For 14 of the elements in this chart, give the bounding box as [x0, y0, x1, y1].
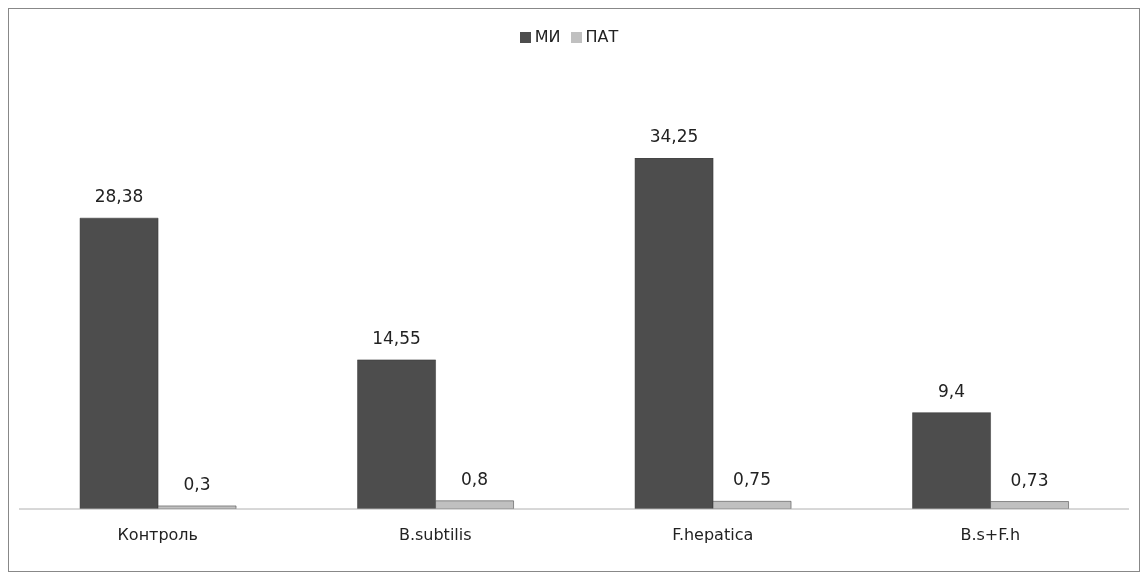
data-label: 9,4: [938, 380, 966, 401]
x-tick-label: Контроль: [117, 525, 199, 545]
data-label: 34,25: [649, 126, 699, 146]
data-label: 14,55: [372, 327, 421, 348]
data-label: 0,8: [461, 468, 489, 489]
legend-label: МИ: [534, 27, 561, 46]
x-tick-label: B.s+F.h: [960, 525, 1021, 545]
data-label: 0,73: [1010, 469, 1049, 490]
legend-label: ПАТ: [585, 27, 619, 46]
data-label: 0,75: [733, 469, 771, 490]
x-tick-label: B.subtilis: [398, 525, 472, 545]
x-tick-label: F.hepatica: [672, 525, 754, 545]
data-label: 28,38: [94, 186, 144, 207]
data-label: 0,3: [183, 473, 211, 494]
